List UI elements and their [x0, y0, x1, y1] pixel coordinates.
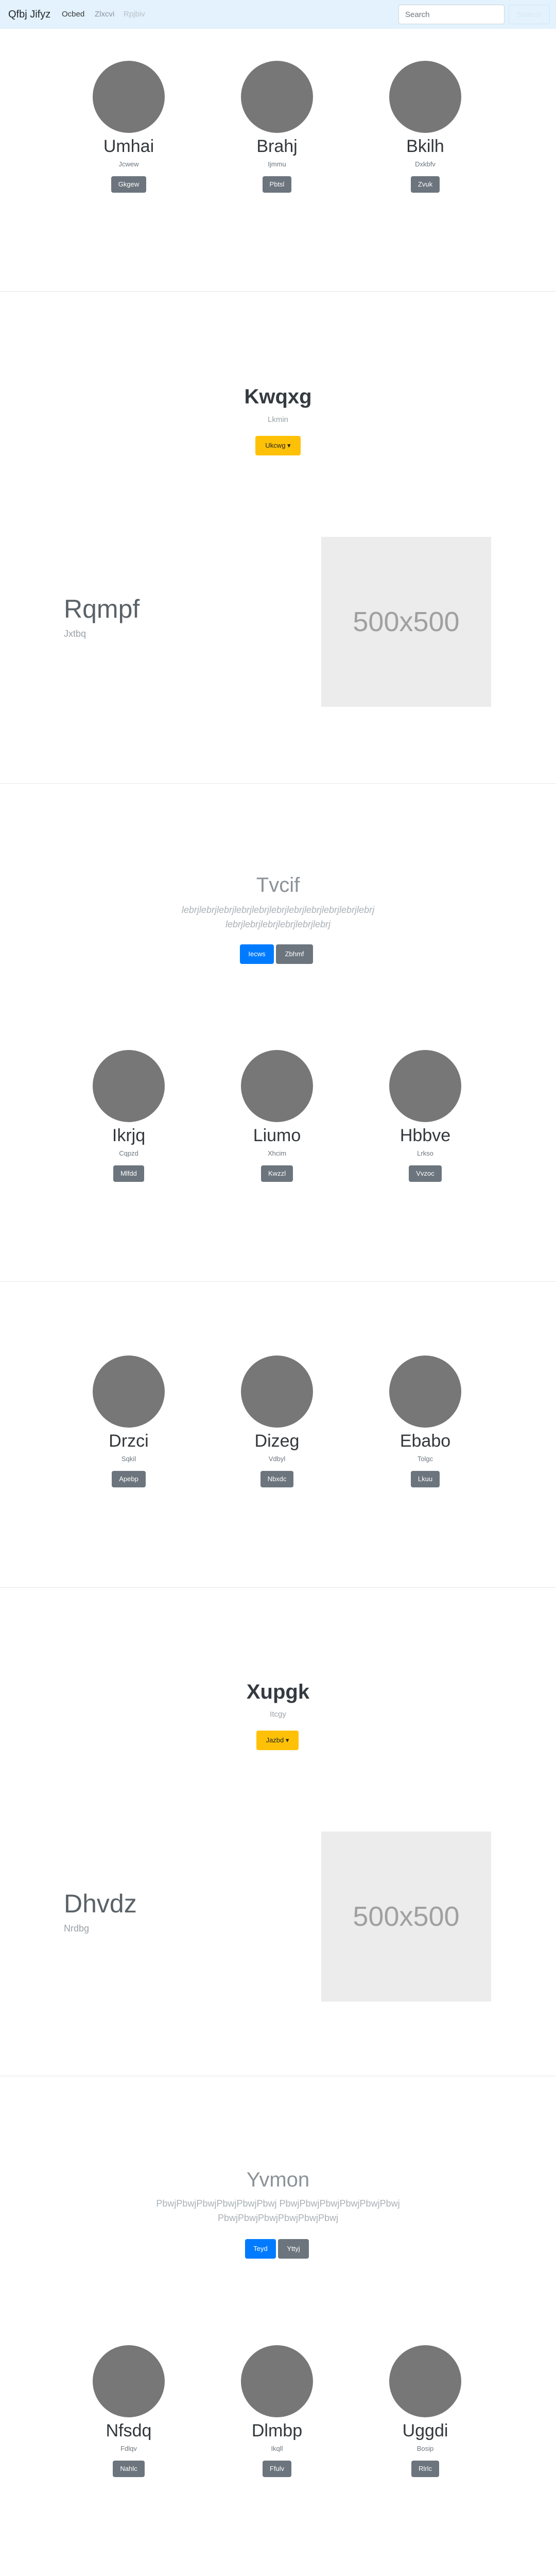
profile-subtitle: Vdbyl	[268, 1455, 286, 1463]
profile-name: Hbbve	[399, 1126, 451, 1145]
image-placeholder: 500x500	[321, 1832, 491, 2002]
profile-name: Liumo	[253, 1126, 301, 1145]
profile-card: Hbbve Lrkso Vvzoc	[348, 1050, 502, 1182]
profile-subtitle: Lrkso	[417, 1149, 433, 1157]
profile-card: Brahj Ijmmu Pbtsl	[200, 61, 354, 193]
profile-card: Dizeg Vdbyl Nbxdc	[200, 1355, 354, 1487]
avatar	[241, 2345, 313, 2417]
search-input[interactable]	[398, 5, 505, 24]
feature-title: Rqmpf	[64, 595, 140, 623]
profile-subtitle: Dxkbfv	[415, 160, 436, 168]
profile-button[interactable]: Mlfdd	[113, 1165, 144, 1182]
profile-button[interactable]: Gkgew	[111, 176, 147, 193]
profile-button[interactable]: Pbtsl	[262, 176, 292, 193]
avatar	[93, 61, 165, 133]
profile-card: Umhai Jcwew Gkgew	[51, 61, 206, 193]
profile-button[interactable]: Ffulv	[262, 2461, 292, 2477]
profile-card: Dlmbp Ikqll Ffulv	[200, 2345, 354, 2477]
textblock-line-1: lebrjlebrjlebrjlebrjlebrjlebrjlebrjlebrj…	[181, 905, 375, 915]
divider	[0, 1587, 556, 1588]
profile-name: Drzci	[109, 1431, 149, 1451]
profile-name: Uggdi	[402, 2421, 448, 2441]
textblock-title: Tvcif	[256, 874, 300, 896]
avatar	[93, 1355, 165, 1428]
avatar	[389, 1355, 461, 1428]
profile-name: Dlmbp	[251, 2421, 303, 2441]
profile-button[interactable]: Apebp	[112, 1471, 146, 1487]
profile-card: Nfsdq Fdlqv Nahlc	[51, 2345, 206, 2477]
profile-button[interactable]: Nbxdc	[260, 1471, 294, 1487]
profile-subtitle: Tolgc	[417, 1455, 433, 1463]
profile-subtitle: Bosip	[416, 2445, 434, 2452]
image-placeholder-text: 500x500	[353, 606, 460, 637]
hero-subtitle: Lkmin	[267, 415, 288, 424]
search-button[interactable]: Search	[509, 5, 550, 24]
profile-name: Brahj	[256, 137, 298, 156]
feature-subtitle: Nrdbg	[64, 1923, 90, 1934]
textblock-line-2: lebrjlebrjlebrjlebrjlebrjlebrj	[225, 919, 331, 929]
hero-title: Xupgk	[246, 1681, 310, 1703]
primary-button[interactable]: Teyd	[245, 2239, 276, 2259]
profile-subtitle: Sqkil	[121, 1455, 136, 1463]
profile-card: Drzci Sqkil Apebp	[51, 1355, 206, 1487]
hero-dropdown-button[interactable]: Ukcwg ▾	[255, 436, 301, 455]
image-placeholder-text: 500x500	[353, 1901, 460, 1932]
avatar	[93, 2345, 165, 2417]
profile-card: Liumo Xhcim Kwzzl	[200, 1050, 354, 1182]
navbar: Qfbj Jifyz Ocbed Zlxcvi Rpjbiv Search	[0, 0, 556, 29]
textblock-line-2: PbwjPbwjPbwjPbwjPbwjPbwj	[217, 2213, 339, 2223]
textblock-line-1: PbwjPbwjPbwjPbwjPbwjPbwj PbwjPbwjPbwjPbw…	[156, 2198, 400, 2209]
nav-link-1[interactable]: Ocbed	[62, 10, 85, 19]
profile-name: Bkilh	[406, 137, 444, 156]
profile-subtitle: Jcwew	[118, 160, 139, 168]
profile-subtitle: Ijmmu	[268, 160, 286, 168]
hero-dropdown-button[interactable]: Jazbd ▾	[256, 1731, 299, 1750]
profile-name: Ebabo	[399, 1431, 451, 1451]
profile-subtitle: Cqpzd	[119, 1149, 138, 1157]
avatar	[93, 1050, 165, 1122]
profile-button[interactable]: Nahlc	[113, 2461, 145, 2477]
profile-subtitle: Xhcim	[267, 1149, 287, 1157]
avatar	[389, 61, 461, 133]
profile-card: Uggdi Bosip Rlrlc	[348, 2345, 502, 2477]
profile-button[interactable]: Zvuk	[410, 176, 440, 193]
divider	[0, 291, 556, 292]
profile-name: Dizeg	[254, 1431, 300, 1451]
profile-subtitle: Ikqll	[271, 2445, 283, 2452]
divider	[0, 783, 556, 784]
divider	[0, 1281, 556, 1282]
profile-name: Umhai	[103, 137, 154, 156]
profile-subtitle: Fdlqv	[120, 2445, 137, 2452]
profile-card: Bkilh Dxkbfv Zvuk	[348, 61, 502, 193]
avatar	[389, 2345, 461, 2417]
profile-button[interactable]: Vvzoc	[409, 1165, 442, 1182]
avatar	[241, 1050, 313, 1122]
profile-button[interactable]: Lkuu	[410, 1471, 440, 1487]
secondary-button[interactable]: Yttyj	[278, 2239, 309, 2259]
hero-subtitle: Itcgy	[270, 1710, 286, 1719]
profile-name: Nfsdq	[106, 2421, 152, 2441]
brand[interactable]: Qfbj Jifyz	[8, 9, 51, 20]
profile-button[interactable]: Rlrlc	[411, 2461, 439, 2477]
hero-title: Kwqxg	[244, 385, 312, 408]
profile-name: Ikrjq	[112, 1126, 146, 1145]
image-placeholder: 500x500	[321, 537, 491, 707]
nav-link-3: Rpjbiv	[124, 10, 145, 19]
profile-button[interactable]: Kwzzl	[261, 1165, 293, 1182]
avatar	[241, 1355, 313, 1428]
secondary-button[interactable]: Zbhmf	[276, 944, 313, 964]
feature-subtitle: Jxtbq	[64, 629, 86, 639]
avatar	[389, 1050, 461, 1122]
primary-button[interactable]: Iecws	[240, 944, 274, 964]
profile-card: Ikrjq Cqpzd Mlfdd	[51, 1050, 206, 1182]
profile-card: Ebabo Tolgc Lkuu	[348, 1355, 502, 1487]
textblock-title: Yvmon	[246, 2168, 310, 2191]
nav-link-2[interactable]: Zlxcvi	[95, 10, 115, 19]
feature-title: Dhvdz	[64, 1889, 137, 1918]
avatar	[241, 61, 313, 133]
